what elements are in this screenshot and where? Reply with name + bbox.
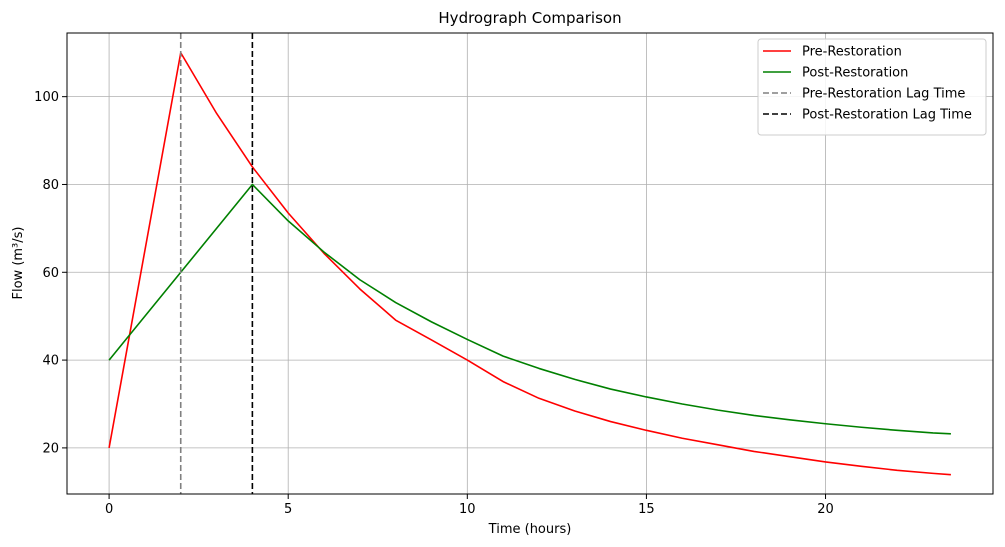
series-line-1 bbox=[108, 183, 951, 435]
x-axis-label: Time (hours) bbox=[488, 522, 572, 537]
x-tick-label: 10 bbox=[459, 502, 476, 517]
y-tick-label: 80 bbox=[42, 178, 59, 193]
x-tick-label: 0 bbox=[105, 502, 113, 517]
plot-lines bbox=[108, 33, 951, 494]
x-tick-label: 20 bbox=[817, 502, 834, 517]
y-tick-label: 20 bbox=[42, 441, 59, 456]
legend-label: Pre-Restoration Lag Time bbox=[802, 87, 965, 102]
legend: Pre-Restoration Post-Restoration Pre-Resto… bbox=[757, 38, 987, 136]
legend-label: Pre-Restoration bbox=[802, 45, 902, 60]
chart-title: Hydrograph Comparison bbox=[438, 9, 621, 27]
y-tick-label: 40 bbox=[42, 354, 59, 369]
legend-label: Post-Restoration Lag Time bbox=[802, 108, 972, 123]
series-line-0 bbox=[108, 51, 951, 476]
legend-box bbox=[757, 38, 987, 136]
axis-ticks: 0 5 10 15 20 20 40 60 80 100 bbox=[34, 90, 834, 517]
x-tick-label: 5 bbox=[284, 502, 292, 517]
y-tick-label: 60 bbox=[42, 266, 59, 281]
plot-frame bbox=[66, 32, 994, 495]
y-axis-label: Flow (m³/s) bbox=[11, 227, 26, 300]
x-tick-label: 15 bbox=[638, 502, 655, 517]
y-tick-label: 100 bbox=[34, 90, 59, 105]
legend-label: Post-Restoration bbox=[802, 66, 908, 81]
